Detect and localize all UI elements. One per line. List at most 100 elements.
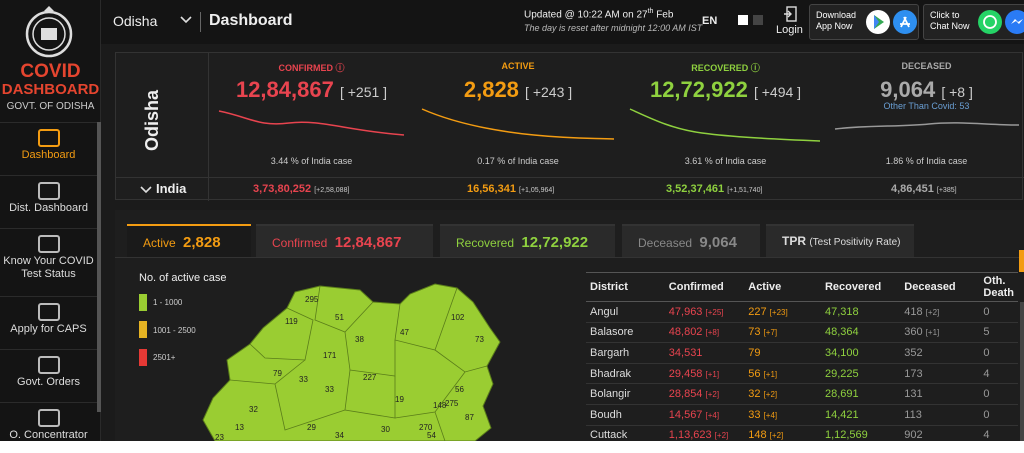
messenger-icon[interactable] bbox=[1005, 10, 1024, 34]
sidebar-item-govt-orders[interactable]: Govt. Orders bbox=[0, 349, 97, 402]
col-confirmed[interactable]: Confirmed bbox=[664, 272, 745, 302]
brand-subtitle: DASHBOARD bbox=[1, 81, 100, 98]
cell-active: 227 [+23] bbox=[744, 301, 821, 323]
sidebar-item-label: O. Concentrator bbox=[9, 429, 88, 441]
tab-deceased[interactable]: Deceased 9,064 bbox=[622, 224, 760, 257]
concentrator-icon bbox=[37, 409, 60, 427]
chat-now-button[interactable]: Click to Chat Now bbox=[923, 4, 1024, 40]
cell-active-value: 227 bbox=[748, 305, 767, 318]
tab-tpr[interactable]: TPR (Test Positivity Rate) bbox=[766, 224, 914, 257]
sidebar-item-dashboard[interactable]: Dashboard bbox=[0, 122, 97, 175]
cell-district-value: Bolangir bbox=[590, 388, 631, 401]
map-district-label: 87 bbox=[465, 413, 474, 422]
sidebar-item-test-status[interactable]: Know Your COVID Test Status bbox=[0, 228, 97, 296]
map-district-label: 79 bbox=[273, 369, 282, 378]
cell-confirmed: 48,802 [+8] bbox=[664, 322, 745, 344]
table-row[interactable]: Boudh 14,567 [+4] 33 [+4] 14,421 113 0 bbox=[586, 404, 1018, 426]
india-recovered-number: 3,52,37,461 bbox=[666, 183, 725, 195]
cell-deceased-delta: [+2] bbox=[925, 307, 940, 317]
cell-active-value: 32 bbox=[748, 388, 761, 401]
cell-deceased: 352 bbox=[900, 342, 980, 364]
region-name: Odisha bbox=[142, 89, 162, 151]
cell-active-value: 33 bbox=[748, 408, 761, 421]
sidebar-item-label: Govt. Orders bbox=[17, 376, 80, 388]
scroll-marker bbox=[1019, 250, 1024, 272]
state-select[interactable]: Odisha bbox=[113, 13, 158, 29]
sidebar-item-dist-dashboard[interactable]: Dist. Dashboard bbox=[0, 175, 97, 228]
cell-recovered: 34,100 bbox=[820, 342, 901, 364]
divider bbox=[200, 12, 201, 32]
cell-district-value: Balasore bbox=[590, 326, 634, 339]
col-other-death[interactable]: Oth. Death bbox=[979, 272, 1018, 302]
table-row[interactable]: Cuttack 1,13,623 [+2] 148 [+2] 1,12,569 902 … bbox=[586, 425, 1018, 441]
caps-icon bbox=[37, 303, 60, 321]
chevron-down-icon[interactable] bbox=[180, 15, 192, 25]
table-row[interactable]: Balasore 48,802 [+8] 73 [+7] 48,364 360 [+1]… bbox=[586, 322, 1018, 344]
table-row[interactable]: Bargarh 34,531 79 34,100 352 0 bbox=[586, 342, 1018, 364]
india-deceased-delta: [+385] bbox=[936, 187, 957, 194]
col-deceased[interactable]: Deceased bbox=[900, 272, 980, 302]
cell-deceased-value: 352 bbox=[904, 346, 923, 359]
info-icon[interactable]: ⓘ bbox=[335, 63, 345, 73]
cell-oth-value: 5 bbox=[983, 326, 990, 339]
india-recovered-delta: [+1,51,740] bbox=[727, 187, 763, 194]
light-theme-toggle[interactable] bbox=[738, 15, 748, 25]
cell-recovered-value: 14,421 bbox=[824, 408, 859, 421]
odisha-district-map[interactable]: 295 119 51 38 47 102 171 73 79 227 33 33 56 32 19 275 87… bbox=[195, 280, 525, 441]
recovered-trend-sparkline bbox=[629, 108, 821, 142]
cell-deceased: 113 bbox=[900, 404, 980, 426]
cell-oth: 0 bbox=[979, 404, 1018, 426]
india-deceased-number: 4,86,451 bbox=[891, 183, 934, 195]
confirmed-india-share: 3.44 % of India case bbox=[270, 156, 353, 166]
map-district-label: 19 bbox=[395, 395, 404, 404]
sidebar-scrollbar[interactable] bbox=[97, 122, 101, 412]
table-row[interactable]: Bhadrak 29,458 [+1] 56 [+1] 29,225 173 4 bbox=[586, 363, 1018, 385]
cell-active: 32 [+2] bbox=[744, 383, 821, 405]
tab-active[interactable]: Active 2,828 bbox=[127, 224, 251, 257]
india-toggle[interactable]: India bbox=[116, 178, 209, 201]
tab-confirmed[interactable]: Confirmed 12,84,867 bbox=[256, 224, 433, 257]
active-card: ACTIVE 2,828 [ +243 ] 0.17 % of India ca… bbox=[414, 53, 622, 177]
cell-recovered-value: 28,691 bbox=[824, 388, 859, 401]
download-label: Download App Now bbox=[816, 10, 856, 32]
col-active[interactable]: Active bbox=[744, 272, 821, 302]
sidebar-item-caps[interactable]: Apply for CAPS bbox=[0, 296, 97, 349]
map-district-label: 51 bbox=[335, 313, 344, 322]
info-icon[interactable]: ⓘ bbox=[750, 63, 760, 73]
col-district[interactable]: District bbox=[586, 272, 665, 302]
app-store-icon[interactable] bbox=[893, 10, 917, 34]
brand-logo[interactable]: COVID DASHBOARD GOVT. OF ODISHA bbox=[0, 0, 101, 122]
recovered-label-text: RECOVERED bbox=[691, 63, 749, 73]
download-line-2: App Now bbox=[816, 21, 853, 31]
chevron-down-icon[interactable] bbox=[140, 185, 152, 195]
cell-active-delta: [+1] bbox=[763, 369, 778, 379]
deceased-india-share: 1.86 % of India case bbox=[885, 156, 968, 166]
cell-active-value: 73 bbox=[748, 326, 761, 339]
active-delta: [ +243 ] bbox=[525, 84, 573, 100]
sidebar-item-concentrator[interactable]: O. Concentrator bbox=[0, 402, 97, 441]
play-store-icon[interactable] bbox=[866, 10, 890, 34]
cell-confirmed-delta: [+4] bbox=[705, 410, 720, 420]
cell-oth: 0 bbox=[979, 301, 1018, 323]
table-row[interactable]: Angul 47,963 [+25] 227 [+23] 47,318 418 [+2]… bbox=[586, 301, 1018, 323]
whatsapp-icon[interactable] bbox=[978, 10, 1002, 34]
cell-deceased-value: 418 bbox=[904, 305, 923, 318]
cell-deceased-value: 113 bbox=[904, 408, 922, 421]
language-select[interactable]: EN bbox=[702, 15, 718, 27]
cell-oth: 0 bbox=[979, 342, 1018, 364]
login-icon[interactable] bbox=[783, 6, 797, 22]
dark-theme-toggle[interactable] bbox=[753, 15, 763, 25]
table-row[interactable]: Bolangir 28,854 [+2] 32 [+2] 28,691 131 0 bbox=[586, 383, 1018, 405]
district-section: Active 2,828 Confirmed 12,84,867 Recover… bbox=[115, 210, 1024, 441]
cell-confirmed-delta: [+2] bbox=[714, 431, 729, 441]
cell-oth: 4 bbox=[979, 425, 1018, 441]
tab-recovered[interactable]: Recovered 12,72,922 bbox=[440, 224, 615, 257]
download-app-button[interactable]: Download App Now bbox=[809, 4, 919, 40]
cell-oth: 4 bbox=[979, 363, 1018, 385]
table-scrollbar[interactable] bbox=[1020, 302, 1024, 441]
recovered-india-share: 3.61 % of India case bbox=[684, 156, 767, 166]
col-recovered[interactable]: Recovered bbox=[820, 272, 901, 302]
login-button[interactable]: Login bbox=[776, 24, 803, 36]
cell-recovered: 29,225 bbox=[820, 363, 901, 385]
map-district-label: 32 bbox=[249, 405, 258, 414]
